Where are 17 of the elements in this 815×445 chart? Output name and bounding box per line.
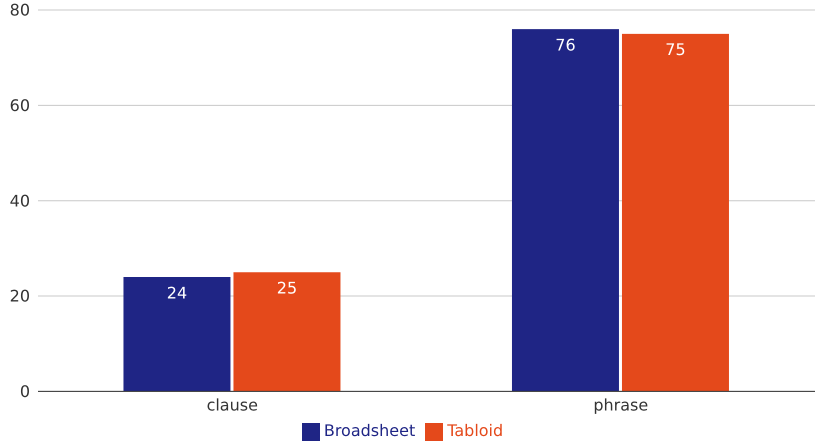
y-tick-label: 60 <box>10 96 30 116</box>
y-tick-label: 0 <box>20 382 30 402</box>
bar <box>123 276 230 392</box>
legend-label: Broadsheet <box>324 421 416 440</box>
legend-label: Tabloid <box>447 421 504 440</box>
bar <box>512 29 619 392</box>
bar <box>233 272 340 392</box>
data-label: 24 <box>166 283 188 302</box>
data-label: 25 <box>276 278 298 298</box>
x-tick-label: clause <box>206 396 258 415</box>
x-tick-label: phrase <box>593 396 648 415</box>
data-label: 76 <box>555 35 576 54</box>
bar <box>622 34 729 392</box>
y-tick-label: 20 <box>10 286 30 306</box>
data-label: 75 <box>665 40 686 60</box>
y-tick-label: 80 <box>10 0 30 20</box>
y-tick-label: 40 <box>10 191 30 210</box>
